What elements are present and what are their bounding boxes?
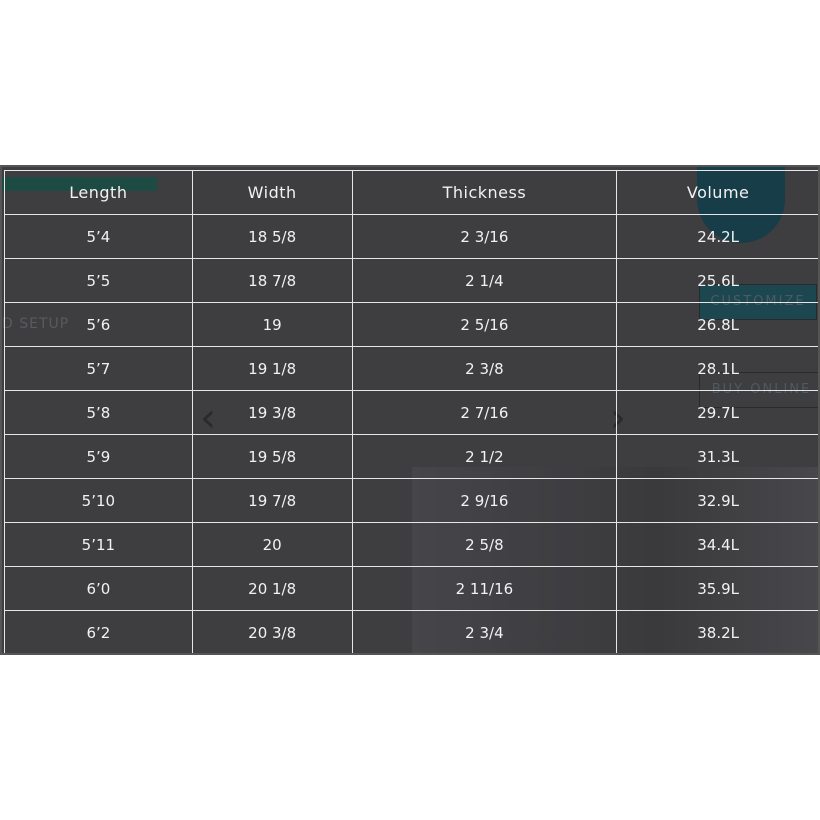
cell-length: 6’0 [4,566,193,611]
cell-width: 19 7/8 [191,478,353,523]
cell-length: 5’6 [4,302,193,347]
cell-width: 19 [191,302,353,347]
size-chart-overlay: D SETUP CUSTOMIZE BUY ONLINE ‹ › Length … [0,165,820,655]
table-row: 5’9 19 5/8 2 1/2 31.3L [4,434,818,479]
header-width: Width [191,170,353,215]
cell-length: 5’9 [4,434,193,479]
table-row: 6’2 20 3/8 2 3/4 38.2L [4,610,818,653]
size-table: Length Width Thickness Volume 5’4 18 5/8 2… [4,170,818,653]
table-row: 5’6 19 2 5/16 26.8L [4,302,818,347]
cell-volume: 35.9L [616,566,818,611]
cell-length: 5’8 [4,390,193,435]
header-thickness: Thickness [351,170,618,215]
header-volume: Volume [616,170,818,215]
cell-thickness: 2 5/16 [351,302,618,347]
cell-length: 5’4 [4,214,193,259]
cell-thickness: 2 7/16 [351,390,618,435]
cell-volume: 32.9L [616,478,818,523]
table-row: 5’5 18 7/8 2 1/4 25.6L [4,258,818,303]
cell-thickness: 2 3/4 [351,610,618,653]
cell-volume: 38.2L [616,610,818,653]
cell-volume: 28.1L [616,346,818,391]
cell-length: 5’5 [4,258,193,303]
cell-width: 18 5/8 [191,214,353,259]
table-row: 5’7 19 1/8 2 3/8 28.1L [4,346,818,391]
cell-length: 5’7 [4,346,193,391]
cell-width: 19 3/8 [191,390,353,435]
table-row: 5’8 19 3/8 2 7/16 29.7L [4,390,818,435]
cell-thickness: 2 5/8 [351,522,618,567]
table-row: 5’4 18 5/8 2 3/16 24.2L [4,214,818,259]
cell-thickness: 2 1/4 [351,258,618,303]
cell-thickness: 2 11/16 [351,566,618,611]
table-row: 6’0 20 1/8 2 11/16 35.9L [4,566,818,611]
cell-width: 20 [191,522,353,567]
cell-width: 18 7/8 [191,258,353,303]
cell-thickness: 2 3/16 [351,214,618,259]
cell-volume: 25.6L [616,258,818,303]
cell-thickness: 2 3/8 [351,346,618,391]
cell-length: 5’11 [4,522,193,567]
cell-volume: 29.7L [616,390,818,435]
cell-length: 6’2 [4,610,193,653]
cell-thickness: 2 1/2 [351,434,618,479]
cell-width: 19 1/8 [191,346,353,391]
cell-width: 20 1/8 [191,566,353,611]
cell-length: 5’10 [4,478,193,523]
cell-volume: 31.3L [616,434,818,479]
header-length: Length [4,170,193,215]
cell-width: 20 3/8 [191,610,353,653]
table-row: 5’11 20 2 5/8 34.4L [4,522,818,567]
cell-volume: 26.8L [616,302,818,347]
cell-volume: 24.2L [616,214,818,259]
cell-thickness: 2 9/16 [351,478,618,523]
cell-width: 19 5/8 [191,434,353,479]
table-header-row: Length Width Thickness Volume [4,170,818,215]
cell-volume: 34.4L [616,522,818,567]
table-row: 5’10 19 7/8 2 9/16 32.9L [4,478,818,523]
